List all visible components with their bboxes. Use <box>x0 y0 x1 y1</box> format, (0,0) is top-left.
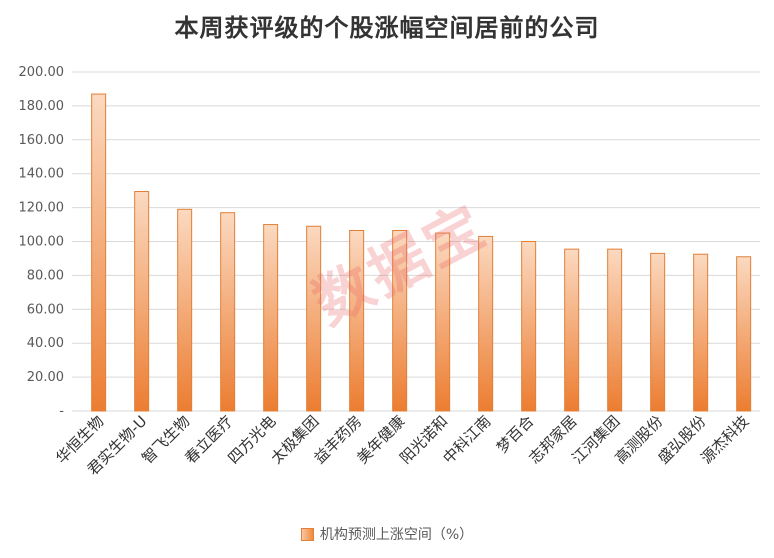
y-tick-label: 80.00 <box>27 268 64 283</box>
x-tick-label: 中科江南 <box>439 412 494 467</box>
legend-label: 机构预测上涨空间（%） <box>319 527 474 543</box>
chart-title: 本周获评级的个股涨幅空间居前的公司 <box>174 14 600 42</box>
y-tick-label: - <box>59 404 64 419</box>
y-tick-label: 100.00 <box>19 235 65 250</box>
bar <box>650 252 666 412</box>
bar <box>177 208 193 412</box>
bar <box>263 224 279 412</box>
legend: 机构预测上涨空间（%） <box>0 524 774 544</box>
y-tick-label: 20.00 <box>27 370 64 385</box>
y-tick-label: 40.00 <box>27 336 64 351</box>
y-tick-label: 140.00 <box>19 167 65 182</box>
y-tick-label: 180.00 <box>19 99 65 114</box>
bar <box>306 225 322 412</box>
y-axis-ticks: - 20.00 40.00 60.00 80.00 100.00 120.00 140.00 1… <box>19 65 65 419</box>
bar <box>91 93 107 412</box>
bar <box>607 248 623 412</box>
x-axis-ticks: 华恒生物君实生物-U智飞生物春立医疗四方光电太极集团益丰药房美年健康阳光诺和中科… <box>52 412 752 479</box>
bar <box>134 190 150 412</box>
bar <box>220 212 236 412</box>
y-tick-label: 60.00 <box>27 302 64 317</box>
y-tick-label: 200.00 <box>19 65 65 80</box>
bars <box>91 93 752 412</box>
legend-swatch <box>300 527 314 541</box>
bar <box>564 248 580 412</box>
y-tick-label: 160.00 <box>19 133 65 148</box>
x-tick-label: 源杰科技 <box>697 412 752 467</box>
y-tick-label: 120.00 <box>19 201 65 216</box>
bar <box>349 229 365 412</box>
bar <box>435 232 451 412</box>
bar <box>736 256 752 412</box>
bar <box>521 241 537 412</box>
bar <box>392 229 408 412</box>
bar <box>693 253 709 412</box>
bar <box>478 235 494 412</box>
